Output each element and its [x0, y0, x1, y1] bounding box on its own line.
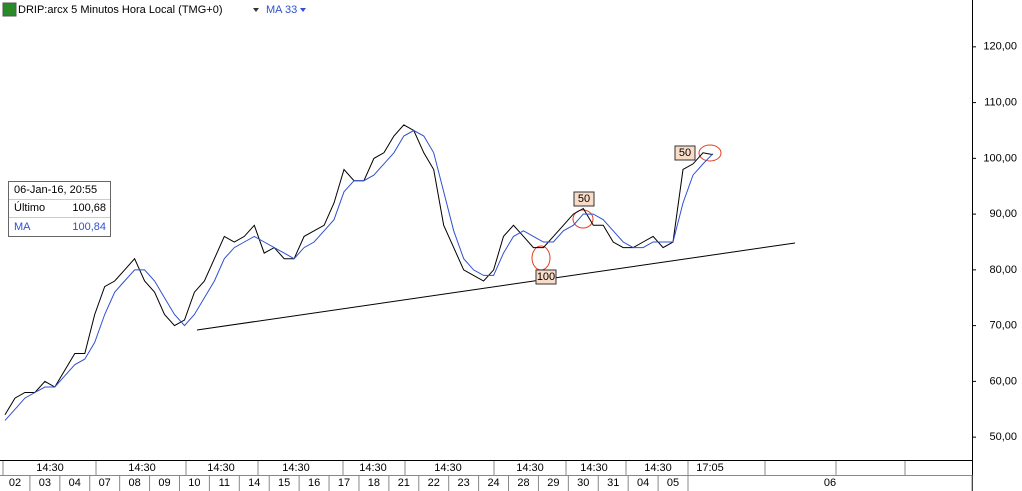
- annotation-label: 100: [537, 271, 555, 283]
- x-tick-label: 31: [607, 477, 619, 489]
- dropdown[interactable]: [300, 8, 306, 12]
- session-label: 14:30: [207, 462, 235, 474]
- session-label: 14:30: [359, 462, 387, 474]
- x-tick-label: 08: [128, 477, 140, 489]
- y-tick-label: 100,00: [983, 152, 1017, 164]
- annotation-box: [535, 269, 557, 285]
- session-label: 17:05: [696, 462, 724, 474]
- annotation-box: [674, 145, 696, 161]
- info-label: MA: [14, 221, 31, 233]
- x-tick-label: 18: [368, 477, 380, 489]
- y-tick-label: 120,00: [983, 41, 1017, 53]
- info-label: Último: [14, 201, 45, 214]
- x-tick-label: 04: [637, 477, 649, 489]
- session-label: 14:30: [434, 462, 462, 474]
- x-tick-label: 15: [278, 477, 290, 489]
- session-label: 14:30: [644, 462, 672, 474]
- session-label: 14:30: [282, 462, 310, 474]
- y-tick-label: 90,00: [989, 208, 1017, 220]
- x-tick-label: 03: [39, 477, 51, 489]
- info-value: 100,68: [72, 202, 106, 214]
- circle-marker: [572, 209, 594, 229]
- x-tick-label: 22: [428, 477, 440, 489]
- app-icon: [2, 2, 17, 17]
- indicator-label[interactable]: MA 33: [266, 4, 297, 16]
- x-tick-label: 23: [458, 477, 470, 489]
- x-tick-label: 17: [338, 477, 350, 489]
- x-tick-label: 24: [487, 477, 499, 489]
- x-tick-label: 21: [398, 477, 410, 489]
- x-tick-label: 06: [824, 477, 836, 489]
- session-label: 14:30: [128, 462, 156, 474]
- x-tick-label: 28: [517, 477, 529, 489]
- y-tick-label: 110,00: [984, 97, 1017, 109]
- info-datetime: 06-Jan-16, 20:55: [14, 184, 97, 196]
- session-label: 14:30: [516, 462, 544, 474]
- x-tick-label: 05: [667, 477, 679, 489]
- annotation-label: 50: [679, 147, 691, 159]
- dropdown[interactable]: [253, 8, 259, 12]
- y-tick-label: 60,00: [989, 375, 1017, 387]
- series-line: [4, 129, 714, 421]
- info-box: 06-Jan-16, 20:55 Último 100,68 MA 100,84: [8, 181, 111, 237]
- x-tick-label: 07: [99, 477, 111, 489]
- x-tick-label: 29: [547, 477, 559, 489]
- y-tick-label: 50,00: [989, 431, 1017, 443]
- session-label: 14:30: [36, 462, 64, 474]
- x-tick-label: 02: [9, 477, 21, 489]
- x-tick-label: 16: [308, 477, 320, 489]
- annotation-label: 50: [578, 193, 590, 205]
- trend-line: [196, 242, 796, 331]
- info-value: 100,84: [72, 221, 106, 233]
- circle-marker: [698, 144, 722, 162]
- y-tick-label: 80,00: [989, 264, 1017, 276]
- x-tick-label: 04: [69, 477, 81, 489]
- x-tick-label: 30: [577, 477, 589, 489]
- annotation-box: [573, 191, 595, 207]
- x-tick-label: 10: [188, 477, 200, 489]
- x-tick-label: 14: [248, 477, 260, 489]
- session-label: 14:30: [580, 462, 608, 474]
- x-tick-label: 11: [219, 477, 230, 489]
- chart-title: DRIP:arcx 5 Minutos Hora Local (TMG+0): [18, 4, 222, 16]
- x-tick-label: 09: [158, 477, 170, 489]
- y-tick-label: 70,00: [989, 320, 1017, 332]
